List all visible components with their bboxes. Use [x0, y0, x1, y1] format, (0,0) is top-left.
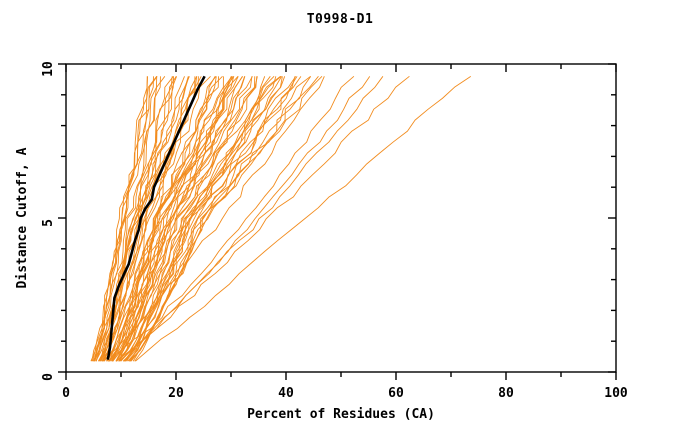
x-tick-label: 100: [604, 386, 628, 401]
y-tick-label: 0: [41, 373, 56, 381]
ensemble-curve: [94, 76, 158, 362]
x-tick-label: 0: [62, 386, 70, 401]
ensemble-curve: [110, 76, 219, 362]
ensemble-curve: [95, 76, 173, 362]
ensemble-curve: [118, 76, 266, 362]
x-tick-label: 20: [168, 386, 184, 401]
x-axis-label: Percent of Residues (CA): [247, 407, 435, 422]
ensemble-outlier-curve: [118, 76, 384, 362]
ensemble-curve: [115, 76, 239, 362]
y-axis-label: Distance Cutoff, A: [15, 147, 30, 288]
axis-tick-labels-group: 0 20 40 60 80 100 0 5 10: [41, 61, 628, 401]
ensemble-curve: [95, 76, 177, 362]
ensemble-curves-group: [90, 75, 472, 362]
reference-curve-group: [106, 75, 206, 360]
ensemble-curve: [111, 76, 239, 362]
ensemble-curve: [103, 76, 211, 362]
ensemble-curve: [109, 76, 235, 362]
ensemble-curve: [91, 76, 166, 362]
ensemble-curve: [100, 76, 174, 362]
ensemble-curve: [123, 76, 283, 362]
ensemble-curve: [90, 76, 158, 362]
ensemble-curve: [129, 76, 286, 362]
ensemble-curve: [132, 76, 296, 362]
y-tick-label: 5: [41, 219, 56, 227]
x-tick-label: 60: [388, 386, 404, 401]
x-tick-label: 80: [498, 386, 514, 401]
ensemble-curve: [115, 76, 253, 362]
ensemble-curve: [101, 76, 199, 362]
ensemble-outlier-curve: [107, 75, 355, 362]
x-tick-label: 40: [278, 386, 294, 401]
ensemble-outlier-curve: [135, 75, 472, 362]
ensemble-curve: [127, 76, 298, 362]
ensemble-curve: [93, 76, 161, 362]
ensemble-curve: [103, 76, 198, 362]
y-tick-label: 10: [41, 61, 56, 77]
ensemble-curve: [118, 76, 246, 362]
ensemble-outlier-curve: [122, 75, 410, 362]
ensemble-curve: [116, 76, 258, 362]
ensemble-curve: [129, 76, 323, 362]
ensemble-outlier-curve: [102, 76, 325, 362]
axis-ticks-group: [58, 63, 617, 380]
chart-title: T0998-D1: [306, 12, 374, 27]
reference-curve: [106, 75, 206, 360]
ensemble-curve: [99, 76, 190, 362]
